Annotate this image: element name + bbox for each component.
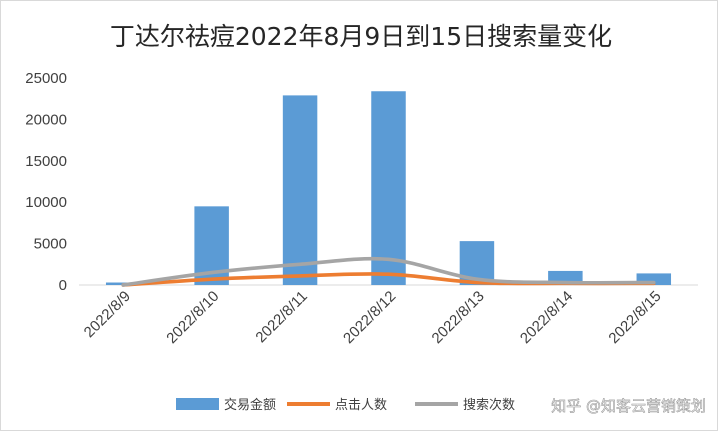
y-tick-label: 20000 — [25, 111, 67, 128]
y-tick-label: 10000 — [25, 194, 67, 211]
bar — [282, 95, 318, 285]
bar-series — [105, 91, 672, 285]
x-tick-label: 2022/8/12 — [340, 288, 399, 347]
x-tick-label: 2022/8/15 — [605, 288, 664, 347]
y-tick-label: 25000 — [25, 70, 67, 87]
chart-title: 丁达尔祛痘2022年8月9日到15日搜索量变化 — [110, 22, 612, 51]
line-series — [121, 256, 656, 287]
watermark: 知乎 @知客云营销策划 — [551, 397, 706, 415]
legend-label: 点击人数 — [335, 398, 387, 413]
x-axis: 2022/8/9 2022/8/10 2022/8/11 2022/8/12 2022/… — [81, 288, 665, 347]
x-tick-label: 2022/8/11 — [252, 288, 310, 346]
y-axis: 0 5000 10000 15000 20000 25000 — [25, 70, 67, 294]
legend: 交易金额 点击人数 搜索次数 — [176, 397, 515, 413]
x-tick-label: 2022/8/10 — [163, 288, 222, 347]
y-tick-label: 0 — [59, 277, 67, 294]
legend-swatch — [176, 398, 219, 410]
x-tick-label: 2022/8/9 — [81, 288, 134, 341]
bar — [371, 91, 406, 285]
legend-label: 搜索次数 — [463, 397, 515, 413]
x-tick-label: 2022/8/13 — [429, 288, 488, 347]
legend-label: 交易金额 — [224, 397, 276, 413]
series-line — [121, 256, 656, 287]
x-tick-label: 2022/8/14 — [517, 288, 576, 347]
bar — [636, 273, 672, 285]
y-tick-label: 15000 — [25, 153, 67, 170]
y-tick-label: 5000 — [34, 236, 67, 253]
